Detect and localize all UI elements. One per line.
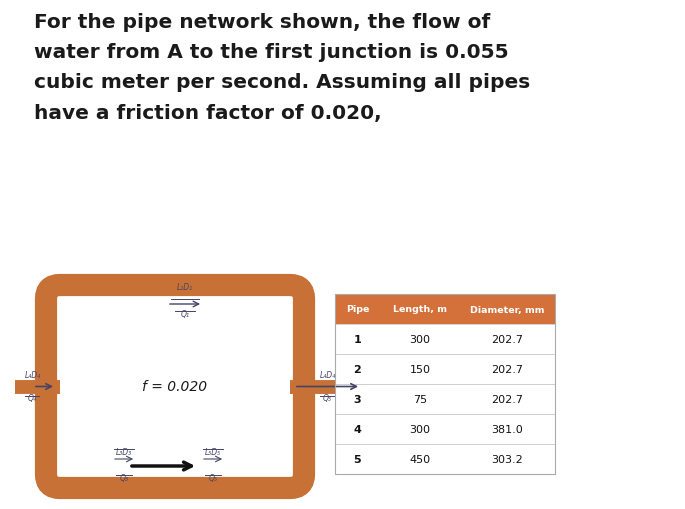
Text: 202.7: 202.7 (492, 364, 523, 374)
Text: L₁D₁: L₁D₁ (177, 282, 193, 292)
Text: 303.2: 303.2 (492, 454, 523, 464)
Text: 381.0: 381.0 (492, 424, 523, 434)
Text: Q₅: Q₅ (208, 473, 218, 482)
Text: 4: 4 (353, 424, 362, 434)
Text: Q₃: Q₃ (119, 473, 129, 482)
Text: L₅D₅: L₅D₅ (205, 447, 221, 456)
Bar (335, 294, 555, 324)
Bar (335, 294, 555, 474)
Bar (335, 414, 555, 444)
Text: For the pipe network shown, the flow of
water from A to the first junction is 0.: For the pipe network shown, the flow of … (34, 13, 530, 122)
Bar (335, 384, 555, 414)
Text: L₃D₃: L₃D₃ (116, 447, 132, 456)
Text: L₄D₄: L₄D₄ (25, 370, 40, 379)
Text: Pipe: Pipe (346, 305, 369, 314)
Bar (335, 324, 555, 354)
Text: f = 0.020: f = 0.020 (142, 380, 208, 394)
Text: Q₁: Q₁ (181, 309, 190, 318)
FancyBboxPatch shape (46, 286, 304, 488)
Text: 300: 300 (410, 424, 430, 434)
Bar (335, 354, 555, 384)
Text: 202.7: 202.7 (492, 394, 523, 404)
Text: Diameter, mm: Diameter, mm (470, 305, 545, 314)
Text: Q₅: Q₅ (323, 394, 332, 403)
Text: 202.7: 202.7 (492, 334, 523, 344)
Text: 3: 3 (353, 394, 361, 404)
Text: 2: 2 (353, 364, 362, 374)
Text: 5: 5 (353, 454, 361, 464)
Text: L₄D₄: L₄D₄ (319, 370, 336, 379)
Text: 75: 75 (413, 394, 427, 404)
Bar (335, 444, 555, 474)
Text: Q₄: Q₄ (28, 394, 37, 403)
Text: Length, m: Length, m (393, 305, 447, 314)
Text: 300: 300 (410, 334, 430, 344)
Text: 150: 150 (410, 364, 430, 374)
Text: 450: 450 (410, 454, 431, 464)
Text: 1: 1 (353, 334, 362, 344)
